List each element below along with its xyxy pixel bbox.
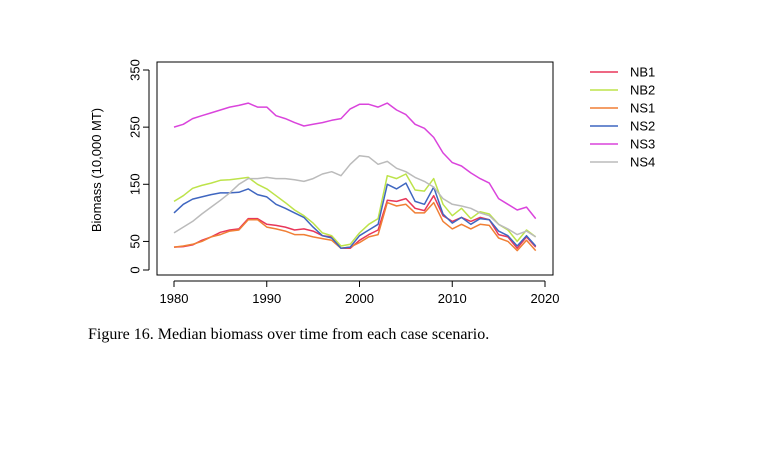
plot-frame xyxy=(156,61,554,276)
legend-label-ns2: NS2 xyxy=(630,119,655,134)
legend-label-ns3: NS3 xyxy=(630,137,655,152)
x-tick-label: 1990 xyxy=(252,291,281,306)
x-axis: 1980 1990 2000 2010 2020 xyxy=(160,280,560,306)
y-tick-label: 0 xyxy=(128,266,143,273)
y-tick-label: 150 xyxy=(128,173,143,195)
y-tick-label: 50 xyxy=(128,234,143,248)
legend-label-ns1: NS1 xyxy=(630,101,655,116)
series-line-ns3 xyxy=(173,102,537,220)
series-line-ns1 xyxy=(173,201,537,252)
x-tick-label: 1980 xyxy=(160,291,189,306)
legend-label-ns4: NS4 xyxy=(630,155,655,170)
series-line-ns2 xyxy=(173,182,537,250)
y-tick-label: 350 xyxy=(128,59,143,81)
series-line-ns4 xyxy=(173,154,537,238)
biomass-chart: 0 50 150 250 350 1980 1990 2000 2010 2020 Biomas… xyxy=(89,59,655,306)
y-axis: 0 50 150 250 350 xyxy=(128,59,150,274)
x-tick-label: 2020 xyxy=(531,291,560,306)
y-tick-label: 250 xyxy=(128,116,143,138)
y-axis-title: Biomass (10,000 MT) xyxy=(89,108,104,232)
series-layer xyxy=(173,102,537,252)
x-tick-label: 2000 xyxy=(345,291,374,306)
legend-label-nb1: NB1 xyxy=(630,65,655,80)
series-line-nb2 xyxy=(173,173,537,247)
legend: NB1 NB2 NS1 NS2 NS3 NS4 xyxy=(590,65,655,170)
figure-caption: Figure 16. Median biomass over time from… xyxy=(88,326,490,343)
x-tick-label: 2010 xyxy=(438,291,467,306)
legend-label-nb2: NB2 xyxy=(630,83,655,98)
